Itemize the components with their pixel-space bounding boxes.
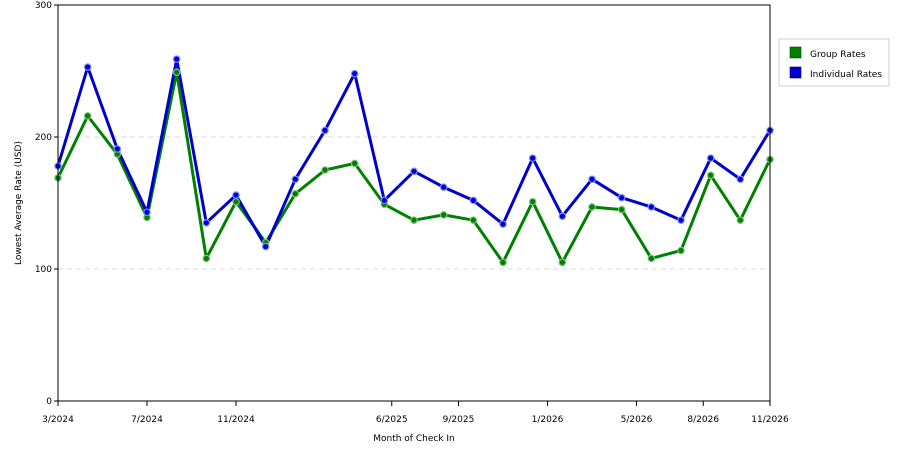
x-tick-label: 3/2024 <box>42 415 74 425</box>
data-point-individual-rates <box>172 55 181 63</box>
x-tick-label: 7/2024 <box>131 415 163 425</box>
data-point-individual-rates <box>143 208 151 217</box>
data-point-individual-rates <box>499 220 507 228</box>
legend-label-group-rates: Group Rates <box>810 50 866 60</box>
data-point-individual-rates <box>350 69 359 78</box>
x-tick-label: 11/2024 <box>217 415 255 425</box>
data-point-individual-rates <box>410 167 418 176</box>
axes <box>57 4 771 402</box>
y-tick-label: 0 <box>46 397 52 407</box>
data-point-group-rates <box>410 216 418 224</box>
x-tick-label: 11/2026 <box>751 415 789 425</box>
data-point-group-rates <box>736 216 745 224</box>
ticks: 0 100 200 300 3/2024 7/2024 11/2024 6/2025 9/202… <box>35 1 789 425</box>
y-axis-title: Lowest Average Rate (USD) <box>14 141 24 265</box>
data-point-group-rates <box>588 203 596 211</box>
x-tick-label: 8/2026 <box>687 415 719 425</box>
data-point-group-rates <box>291 189 300 198</box>
legend-swatch-group-rates <box>789 46 802 59</box>
data-point-individual-rates <box>469 196 478 205</box>
data-point-group-rates <box>350 159 359 168</box>
plot-frame <box>57 4 771 402</box>
x-tick-label: 6/2025 <box>376 415 408 425</box>
data-point-group-rates <box>647 254 656 263</box>
data-point-individual-rates <box>677 216 685 224</box>
x-tick-label: 5/2026 <box>621 415 653 425</box>
data-point-group-rates <box>677 246 685 255</box>
data-point-individual-rates <box>380 196 389 205</box>
data-point-group-rates <box>83 112 92 120</box>
data-point-group-rates <box>232 197 240 206</box>
data-point-individual-rates <box>291 175 300 184</box>
data-point-individual-rates <box>439 183 448 191</box>
data-point-group-rates <box>439 211 448 219</box>
data-point-individual-rates <box>647 203 656 211</box>
data-point-group-rates <box>617 205 626 214</box>
data-point-group-rates <box>706 171 715 180</box>
x-tick-label: 9/2025 <box>443 415 475 425</box>
legend-swatch-individual-rates <box>789 66 802 79</box>
data-point-individual-rates <box>706 154 715 162</box>
legend: Group Rates Individual Rates <box>778 38 890 87</box>
data-point-individual-rates <box>202 219 211 227</box>
data-point-group-rates <box>469 216 478 224</box>
data-point-individual-rates <box>232 191 240 199</box>
data-point-group-rates <box>528 197 537 206</box>
data-point-individual-rates <box>588 175 596 184</box>
data-point-individual-rates <box>736 175 745 184</box>
data-point-individual-rates <box>261 242 270 251</box>
data-point-group-rates <box>321 166 329 174</box>
x-axis-title: Month of Check In <box>373 434 455 444</box>
legend-label-individual-rates: Individual Rates <box>810 70 882 80</box>
data-point-individual-rates <box>321 126 329 135</box>
data-point-group-rates <box>558 258 567 267</box>
gridlines <box>58 136 770 270</box>
data-point-individual-rates <box>83 63 92 71</box>
data-point-individual-rates <box>617 193 626 202</box>
series-lines <box>54 55 774 267</box>
data-point-group-rates <box>172 68 181 77</box>
data-point-group-rates <box>202 254 211 263</box>
data-point-individual-rates <box>528 154 537 162</box>
data-point-group-rates <box>499 258 507 267</box>
y-tick-label: 300 <box>35 1 52 11</box>
data-point-individual-rates <box>558 212 567 221</box>
x-tick-label: 1/2026 <box>532 415 564 425</box>
data-point-individual-rates <box>113 145 122 153</box>
y-tick-label: 100 <box>35 265 52 275</box>
y-tick-label: 200 <box>35 133 52 143</box>
series-line-group-rates <box>56 70 772 264</box>
